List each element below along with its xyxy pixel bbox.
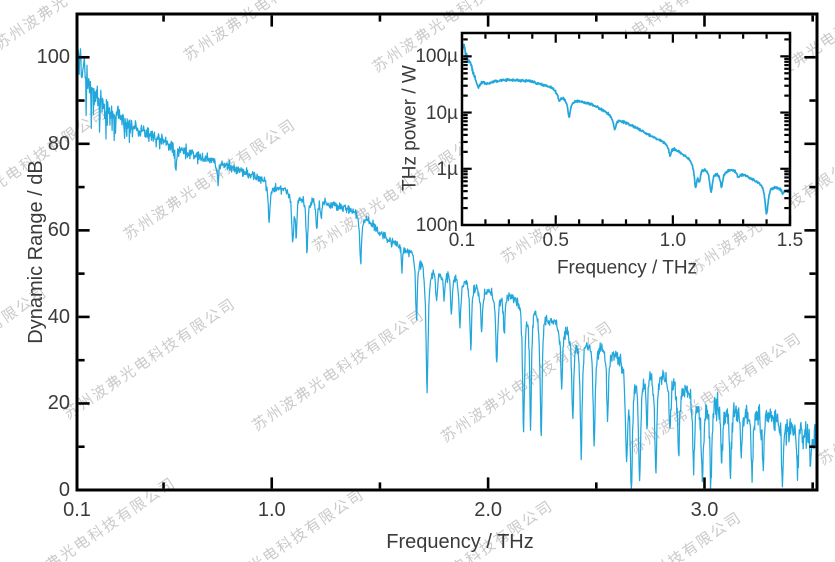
- inset-panel: [462, 33, 790, 225]
- axes-frame: [75, 12, 819, 492]
- main-series-curve: [76, 42, 818, 489]
- axes-frame: [460, 31, 792, 227]
- inset-series-curve: [461, 43, 791, 215]
